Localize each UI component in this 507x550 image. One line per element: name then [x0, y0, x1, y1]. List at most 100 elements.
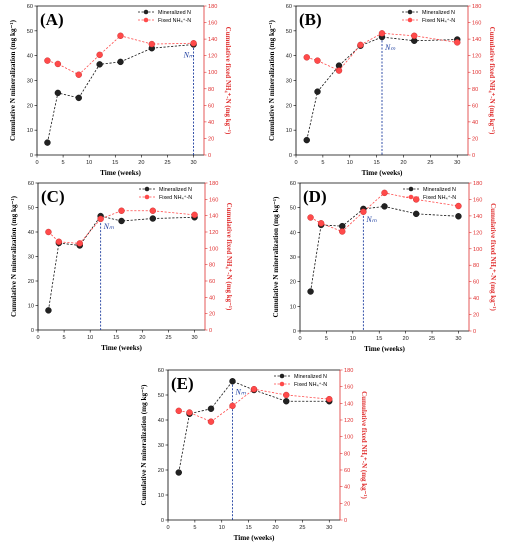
y2-tick-label: 180 [472, 4, 481, 10]
y2-tick-label: 100 [209, 246, 218, 252]
y-tick-label: 50 [290, 206, 296, 212]
legend-marker-fixed [143, 17, 149, 23]
x-tick-label: 15 [113, 335, 119, 341]
y2-axis-title: Cumulative fixed NH₄⁺-N (mg kg⁻¹) [224, 27, 232, 135]
fixed-nh4-line [178, 388, 330, 423]
x-tick-label: 0 [36, 335, 39, 341]
x-tick-label: 10 [350, 336, 356, 342]
panel-label: (E) [171, 374, 194, 393]
mineralized-n-point [207, 405, 215, 412]
fixed-nh4-point [250, 385, 258, 393]
y-tick-label: 50 [28, 206, 34, 212]
mineralized-n-line [48, 215, 195, 311]
fixed-nh4-point [307, 214, 314, 221]
fixed-nh4-point [314, 57, 321, 64]
mineralized-n-line [178, 380, 330, 473]
mineralized-n-point [283, 398, 290, 405]
x-axis-title: Time (weeks) [234, 534, 275, 542]
y2-tick-label: 100 [472, 70, 481, 76]
mineralized-n-point [54, 89, 62, 97]
x-tick-label: 30 [455, 336, 461, 342]
x-tick-label: 30 [326, 525, 332, 531]
y-axis-title: Cumulative N mineralization (mg kg⁻¹) [272, 196, 280, 318]
x-tick-label: 5 [325, 336, 328, 342]
legend-label: Fixed NH₄⁺-N [422, 18, 455, 24]
y2-tick-label: 80 [344, 451, 350, 457]
x-axis-title: Time (weeks) [100, 169, 141, 177]
y2-tick-label: 40 [473, 296, 479, 302]
y-tick-label: 10 [158, 493, 164, 499]
fixed-nh4-point [378, 30, 386, 37]
fixed-nh4-point [118, 207, 125, 214]
legend-label: Mineralized N [159, 187, 192, 193]
y2-tick-label: 0 [473, 329, 476, 335]
nm-label: Nₘ [103, 222, 114, 231]
mineralized-n-point [303, 136, 310, 144]
y2-tick-label: 80 [473, 263, 479, 269]
y-tick-label: 30 [28, 255, 34, 261]
x-tick-label: 30 [454, 160, 460, 166]
y2-tick-label: 180 [344, 368, 353, 374]
x-tick-label: 25 [165, 335, 171, 341]
fixed-nh4-point [76, 240, 83, 247]
y2-tick-label: 140 [208, 37, 217, 43]
x-tick-label: 10 [87, 335, 93, 341]
y-tick-label: 50 [27, 29, 33, 35]
x-tick-label: 20 [400, 160, 406, 166]
fixed-nh4-point [283, 391, 290, 399]
y-tick-label: 40 [286, 54, 292, 60]
y2-tick-label: 120 [472, 54, 481, 60]
y2-tick-label: 160 [208, 21, 217, 27]
fixed-nh4-point [335, 67, 343, 74]
chart-panel: 0 5 10 15 20 25 30 0 10 20 30 40 50 60 0 20 40 60 80 100 120… [272, 181, 497, 353]
y-tick-label: 50 [158, 393, 164, 399]
y-tick-label: 10 [290, 304, 296, 310]
y-tick-label: 10 [286, 128, 292, 134]
y2-tick-label: 180 [473, 181, 482, 187]
y2-tick-label: 60 [209, 279, 215, 285]
y-axis-title: Cumulative N mineralization (mg kg⁻¹) [9, 19, 17, 141]
mineralized-n-point [412, 210, 420, 218]
legend-label: Fixed NH₄⁺-N [158, 18, 191, 24]
fixed-nh4-point [44, 57, 51, 64]
fixed-nh4-point [54, 60, 62, 68]
y2-axis-title: Cumulative fixed NH₄⁺-N (mg kg⁻¹) [488, 27, 496, 135]
chart-panel: 0 5 10 15 20 25 30 0 10 20 30 40 50 60 0 20 40 60 80 100 120… [268, 4, 496, 177]
x-tick-label: 15 [376, 336, 382, 342]
y-tick-label: 0 [161, 518, 164, 524]
fixed-nh4-point [96, 51, 103, 59]
fixed-nh4-point [326, 395, 333, 403]
y2-tick-label: 160 [344, 385, 353, 391]
fixed-nh4-point [97, 215, 104, 223]
nm-label: Nₘ [365, 215, 376, 224]
legend-label: Fixed NH₄⁺-N [423, 195, 456, 201]
fixed-nh4-point [455, 202, 462, 210]
fixed-nh4-point [454, 39, 461, 46]
nm-label: Nₘ [235, 387, 246, 396]
fixed-nh4-point [303, 54, 310, 61]
x-tick-label: 30 [190, 160, 196, 166]
legend-marker-mineralized [407, 9, 413, 15]
x-tick-label: 25 [427, 160, 433, 166]
x-tick-label: 5 [62, 160, 65, 166]
fixed-nh4-point [412, 196, 420, 203]
y2-tick-label: 140 [473, 214, 482, 220]
mineralized-n-point [44, 139, 51, 146]
y-tick-label: 0 [293, 329, 296, 335]
y2-tick-label: 100 [208, 70, 217, 76]
x-tick-label: 25 [164, 160, 170, 166]
x-tick-label: 15 [374, 160, 380, 166]
mineralized-n-point [339, 222, 346, 230]
legend-marker-mineralized [144, 186, 150, 192]
y-axis-title: Cumulative N mineralization (mg kg⁻¹) [140, 384, 148, 506]
legend-marker-mineralized [408, 186, 414, 192]
x-tick-label: 20 [272, 525, 278, 531]
legend-marker-fixed [144, 194, 150, 200]
y-tick-label: 20 [158, 468, 164, 474]
fixed-nh4-line [48, 210, 195, 244]
panel-label: (D) [303, 187, 327, 206]
y-tick-label: 40 [27, 54, 33, 60]
y-axis-title: Cumulative N mineralization (mg kg⁻¹) [10, 195, 18, 317]
y2-tick-label: 20 [344, 501, 350, 507]
y2-tick-label: 120 [473, 230, 482, 236]
